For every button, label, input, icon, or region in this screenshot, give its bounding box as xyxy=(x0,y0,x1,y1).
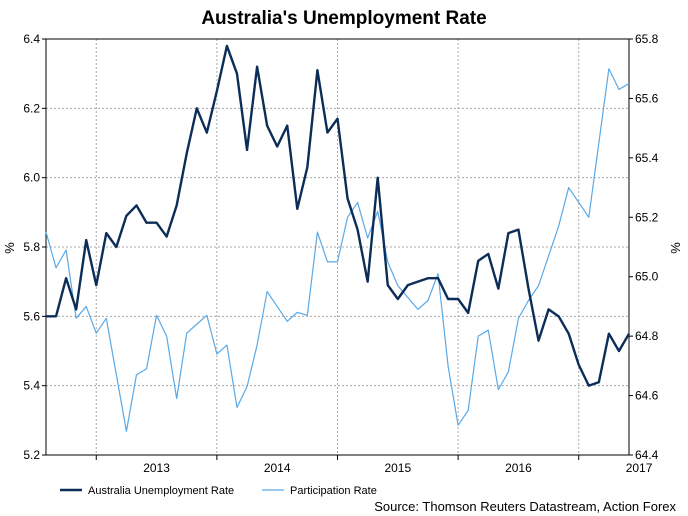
y-axis-left-label: % xyxy=(2,242,17,254)
y-right-tick-label: 65.6 xyxy=(635,91,659,105)
series-layer xyxy=(45,44,631,432)
y-left-tick-label: 5.4 xyxy=(23,379,40,393)
y-right-tick-label: 65.2 xyxy=(635,210,659,224)
series-participation-line xyxy=(45,68,630,432)
legend: Australia Unemployment Rate Participatio… xyxy=(60,485,377,497)
x-axis: 2013 2014 2015 2016 2017 xyxy=(95,455,653,475)
chart-title: Australia's Unemployment Rate xyxy=(201,8,486,29)
series-unemployment-line xyxy=(46,44,631,387)
y-left-tick-label: 5.8 xyxy=(23,240,40,254)
x-tick-label: 2017 xyxy=(626,461,653,475)
x-tick-label: 2014 xyxy=(264,461,291,475)
gridlines xyxy=(46,39,629,455)
x-tick-label: 2013 xyxy=(143,461,170,475)
x-tick-label: 2015 xyxy=(384,461,411,475)
legend-label-unemployment: Australia Unemployment Rate xyxy=(88,485,234,497)
y-axis-right: 64.4 64.6 64.8 65.0 65.2 65.4 65.6 65.8 xyxy=(629,32,659,462)
legend-label-participation: Participation Rate xyxy=(290,485,377,497)
y-right-tick-label: 64.6 xyxy=(635,389,659,403)
y-left-tick-label: 6.0 xyxy=(23,171,40,185)
y-axis-left: 5.2 5.4 5.6 5.8 6.0 6.2 6.4 xyxy=(23,32,46,462)
y-right-tick-label: 64.4 xyxy=(635,448,659,462)
x-tick-label: 2016 xyxy=(505,461,532,475)
y-right-tick-label: 65.0 xyxy=(635,270,659,284)
y-left-tick-label: 6.2 xyxy=(23,101,40,115)
y-left-tick-label: 5.6 xyxy=(23,309,40,323)
y-axis-right-label: % xyxy=(668,242,683,254)
y-right-tick-label: 64.8 xyxy=(635,329,659,343)
y-right-tick-label: 65.8 xyxy=(635,32,659,46)
y-left-tick-label: 6.4 xyxy=(23,32,40,46)
y-right-tick-label: 65.4 xyxy=(635,151,659,165)
source-note: Source: Thomson Reuters Datastream, Acti… xyxy=(374,499,676,514)
y-left-tick-label: 5.2 xyxy=(23,448,40,462)
